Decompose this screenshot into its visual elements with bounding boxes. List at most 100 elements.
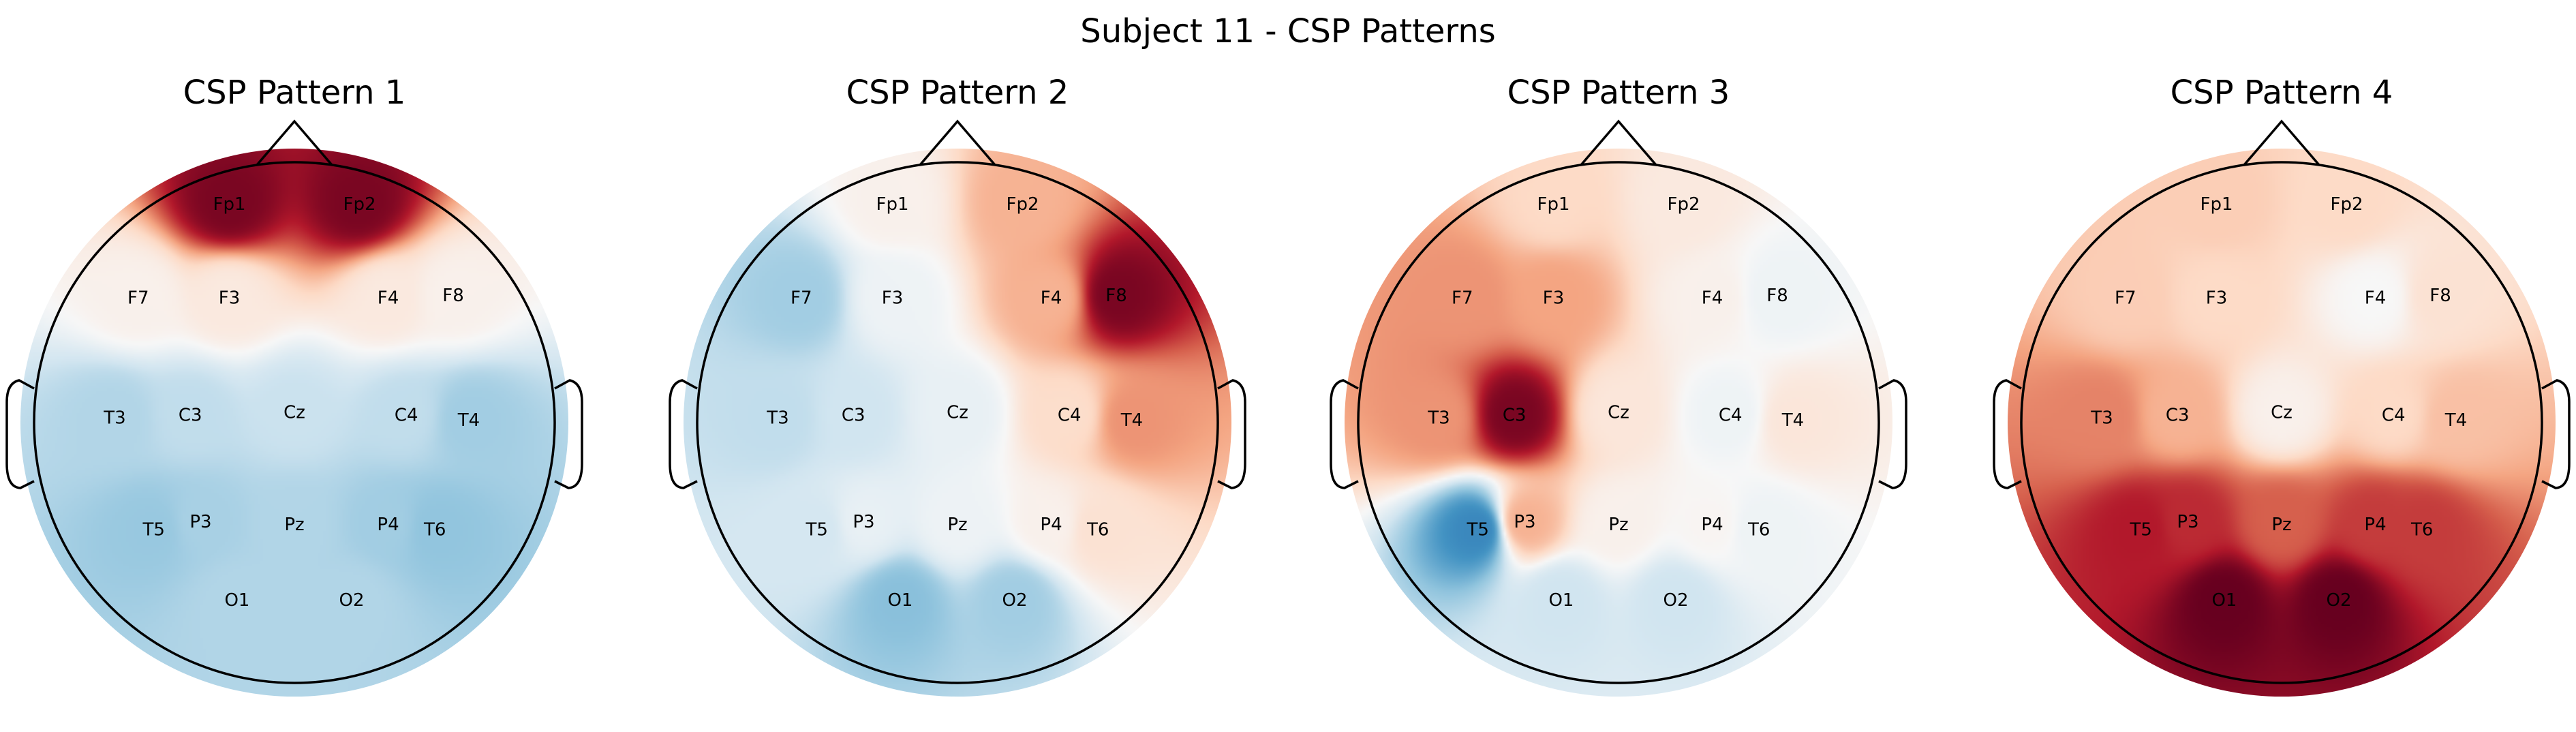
electrode-label: C4	[1058, 406, 1082, 426]
electrode-label: Pz	[284, 515, 304, 535]
electrode-label: Cz	[283, 403, 305, 423]
topomap-field	[684, 149, 1231, 697]
electrode-label: F4	[1041, 288, 1062, 309]
electrode-label: Fp1	[876, 194, 908, 215]
left-ear	[5, 379, 35, 489]
electrode-label: F7	[127, 288, 149, 309]
left-ear	[1330, 379, 1359, 489]
electrode-label: T5	[806, 520, 828, 540]
electrode-label: P3	[2177, 512, 2198, 532]
right-ear	[1878, 379, 1907, 489]
electrode-label: Cz	[2271, 403, 2293, 423]
electrode-label: T4	[457, 410, 480, 431]
electrode-label: Fp2	[1006, 194, 1039, 215]
topomap-field	[2008, 149, 2556, 697]
left-ear	[669, 379, 698, 489]
electrode-label: Fp2	[1667, 194, 1700, 215]
topomap-title: CSP Pattern 1	[183, 74, 406, 112]
electrode-label: F8	[442, 286, 464, 306]
electrode-label: Fp1	[2200, 194, 2233, 215]
electrode-label: F4	[2365, 288, 2387, 309]
electrode-label: O1	[1548, 590, 1574, 611]
electrode-label: P3	[853, 512, 874, 532]
electrode-label: Pz	[947, 515, 967, 535]
electrode-label: T3	[103, 408, 125, 428]
head-outline	[696, 161, 1219, 684]
head-outline	[33, 161, 556, 684]
electrode-label: C3	[2166, 406, 2190, 426]
topomap-title: CSP Pattern 4	[2171, 74, 2393, 112]
electrode-label: O1	[2211, 590, 2237, 611]
electrode-label: Cz	[947, 403, 968, 423]
left-ear	[1993, 379, 2022, 489]
electrode-label: Fp2	[2330, 194, 2363, 215]
electrode-label: P4	[2364, 515, 2386, 535]
topomap-field	[1345, 149, 1892, 697]
electrode-label: F4	[1702, 288, 1723, 309]
electrode-label: C3	[179, 406, 202, 426]
electrode-label: P4	[377, 515, 399, 535]
topomap-3: CSP Pattern 3 Fp1 Fp2 F7 F3 F4 F8 T3 C3 Cz C4 T4 T5 P…	[1330, 74, 1907, 697]
nose	[2243, 119, 2320, 166]
electrode-label: O2	[1663, 590, 1689, 611]
electrode-label: C4	[1719, 406, 1743, 426]
electrode-label: F3	[882, 288, 904, 309]
electrode-label: T6	[2410, 520, 2433, 540]
topomap-2: CSP Pattern 2 Fp1 Fp2 F7 F3 F4 F8 T3 C3 Cz C4 T4 T5 P…	[669, 74, 1246, 697]
right-ear	[2541, 379, 2571, 489]
electrode-label: O1	[887, 590, 913, 611]
electrode-label: P4	[1040, 515, 1062, 535]
right-ear	[554, 379, 583, 489]
topomap-title: CSP Pattern 2	[846, 74, 1069, 112]
electrode-label: F3	[219, 288, 241, 309]
topomap-title: CSP Pattern 3	[1507, 74, 1730, 112]
electrode-label: T6	[423, 520, 446, 540]
topomap-field	[20, 149, 568, 697]
electrode-label: C4	[395, 406, 418, 426]
electrode-label: O2	[339, 590, 365, 611]
electrode-label: T3	[766, 408, 788, 428]
electrode-label: O2	[1002, 590, 1028, 611]
electrode-label: T4	[1120, 410, 1143, 431]
electrode-label: Pz	[1608, 515, 1628, 535]
electrode-label: P3	[1514, 512, 1535, 532]
electrode-label: O2	[2327, 590, 2352, 611]
electrode-label: T3	[1427, 408, 1450, 428]
head-outline	[2020, 161, 2543, 684]
electrode-label: F8	[1766, 286, 1788, 306]
electrode-label: T6	[1747, 520, 1770, 540]
electrode-label: Fp1	[1537, 194, 1569, 215]
electrode-label: C3	[1503, 406, 1527, 426]
electrode-label: Fp2	[343, 194, 375, 215]
nose	[256, 119, 333, 166]
electrode-label: F3	[2206, 288, 2228, 309]
electrode-label: T5	[142, 520, 165, 540]
electrode-label: F7	[2115, 288, 2136, 309]
electrode-label: F8	[1105, 286, 1127, 306]
electrode-label: F7	[1452, 288, 1473, 309]
electrode-label: F7	[791, 288, 812, 309]
head-outline	[1357, 161, 1880, 684]
nose	[1580, 119, 1657, 166]
electrode-label: T4	[1781, 410, 1804, 431]
topomap-1: CSP Pattern 1 Fp1 Fp2 F7 F3 F4 F8 T3 C3 Cz C4 T4 T5 P…	[5, 74, 583, 697]
electrode-label: F3	[1543, 288, 1565, 309]
electrode-label: F8	[2429, 286, 2451, 306]
electrode-label: Fp1	[213, 194, 245, 215]
electrode-label: C4	[2382, 406, 2406, 426]
electrode-label: T3	[2090, 408, 2113, 428]
electrode-label: T4	[2444, 410, 2467, 431]
topomap-4: CSP Pattern 4 Fp1 Fp2 F7 F3 F4 F8 T3 C3 Cz C4 T4 T5 P…	[1993, 74, 2571, 697]
electrode-label: T5	[1467, 520, 1489, 540]
electrode-label: O1	[224, 590, 249, 611]
nose	[919, 119, 996, 166]
electrode-label: C3	[842, 406, 865, 426]
figure-title: Subject 11 - CSP Patterns	[1080, 12, 1496, 50]
electrode-label: P4	[1701, 515, 1723, 535]
electrode-label: Pz	[2271, 515, 2291, 535]
electrode-label: F4	[378, 288, 399, 309]
electrode-label: T5	[2130, 520, 2152, 540]
electrode-label: T6	[1086, 520, 1109, 540]
